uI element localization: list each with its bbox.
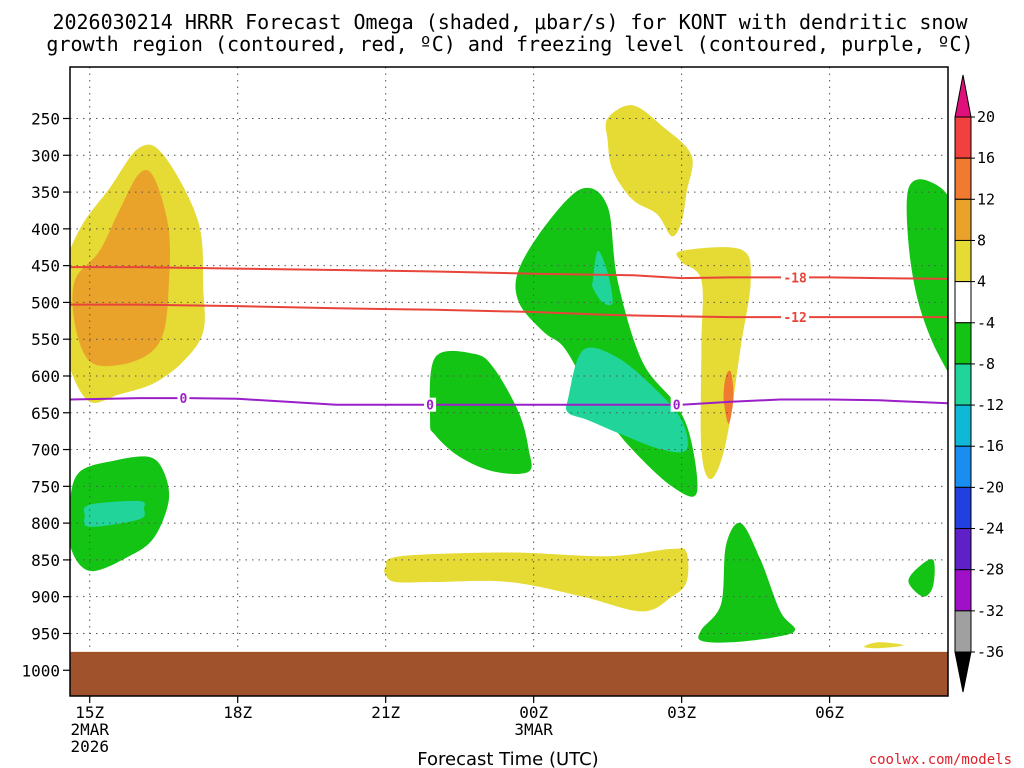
ground-fill: [70, 651, 948, 696]
omega-region-g: [591, 250, 613, 306]
y-tick-label: 1000: [21, 661, 60, 680]
colorbar-label: -12: [977, 396, 1004, 414]
colorbar-label: 8: [977, 231, 986, 249]
x-tick-label: 2MAR: [70, 720, 109, 739]
colorbar-bottom-arrow: [954, 651, 972, 693]
y-tick-label: 750: [31, 477, 60, 496]
chart-title-line2: growth region (contoured, red, ºC) and f…: [46, 32, 973, 56]
contour-label-bg: [424, 397, 437, 412]
omega-region-o: [908, 559, 935, 597]
y-tick-label: 450: [31, 257, 60, 276]
x-tick-label: 3MAR: [514, 720, 553, 739]
colorbar-bin: [954, 322, 972, 365]
y-tick-label: 400: [31, 220, 60, 239]
colorbar-label: -8: [977, 355, 995, 373]
colorbar-label: 12: [977, 190, 995, 208]
y-tick-label: 700: [31, 441, 60, 460]
omega-regions: [70, 105, 948, 649]
colorbar-bin: [954, 239, 972, 283]
x-tick-label: 21Z: [371, 703, 400, 722]
y-tick-label: 550: [31, 330, 60, 349]
y-tick-label: 950: [31, 624, 60, 643]
x-tick-label: 15Z: [75, 703, 104, 722]
omega-region-l: [906, 179, 948, 372]
y-tick-label: 650: [31, 404, 60, 423]
y-tick-label: 800: [31, 514, 60, 533]
colorbar-top-arrow: [954, 74, 972, 118]
colorbar-bin: [954, 116, 972, 159]
omega-region-n: [698, 522, 796, 643]
colorbar-bin: [954, 198, 972, 241]
contour-labels: -18 -12 0 0 0: [177, 270, 810, 414]
y-tick-label: 300: [31, 146, 60, 165]
colorbar-bin: [954, 157, 972, 200]
colorbar-label: -24: [977, 520, 1004, 538]
plot-frame: [69, 66, 949, 697]
dgz-contour-label: -18: [783, 271, 807, 286]
x-tick-label: 06Z: [815, 703, 844, 722]
freezing-level-contour: [70, 397, 948, 406]
colorbar-label: 20: [977, 108, 995, 126]
y-tick-label: 900: [31, 588, 60, 607]
colorbar-bin: [954, 363, 972, 406]
dgz-contour-label: -12: [783, 311, 806, 326]
omega-region-k: [723, 370, 734, 424]
colorbar-bin: [954, 610, 972, 653]
contour-label-bg: [781, 310, 810, 325]
colorbar-bin: [954, 569, 972, 612]
contour-label-bg: [670, 397, 683, 412]
credit-text: coolwx.com/models: [869, 752, 1012, 768]
freezing-level-label: 0: [673, 399, 681, 414]
dgz-contour--12: [70, 303, 948, 319]
contour-label-bg: [781, 270, 810, 285]
ground-layer: [70, 651, 948, 696]
y-axis: 250 300 350 400 450 500 550 600 650 700 750 800 850 9…: [21, 109, 70, 680]
colorbar-label: -32: [977, 602, 1004, 620]
colorbar-bin: [954, 404, 972, 447]
y-tick-label: 350: [31, 183, 60, 202]
omega-region-j: [676, 247, 751, 480]
contour-lines: [70, 266, 948, 406]
y-tick-label: 250: [31, 109, 60, 128]
colorbar-label: -36: [977, 643, 1004, 661]
colorbar-label: 16: [977, 149, 995, 167]
freezing-level-label: 0: [426, 399, 434, 414]
colorbar-label: -16: [977, 437, 1004, 455]
omega-region-p: [864, 642, 904, 649]
colorbar-bin: [954, 281, 972, 324]
colorbar-label: -4: [977, 314, 995, 332]
omega-region-m: [384, 548, 689, 612]
x-tick-label: 18Z: [223, 703, 252, 722]
colorbar-label: -28: [977, 561, 1004, 579]
x-axis-title: Forecast Time (UTC): [417, 749, 598, 768]
y-tick-label: 850: [31, 551, 60, 570]
omega-region-e: [605, 105, 693, 237]
x-tick-label: 03Z: [667, 703, 696, 722]
omega-region-h: [566, 347, 688, 453]
y-tick-label: 500: [31, 293, 60, 312]
colorbar-bin: [954, 445, 972, 488]
colorbar-bin: [954, 528, 972, 571]
colorbar-bin: [954, 486, 972, 530]
dgz-contour--18: [70, 266, 948, 280]
colorbar: 20 16 12 8 4 -4 -8 -12 -16 -20 -24 -28 -32 -36: [954, 74, 1004, 693]
freezing-level-label: 0: [180, 392, 188, 407]
colorbar-label: 4: [977, 273, 986, 291]
chart-title-line1: 2026030214 HRRR Forecast Omega (shaded, …: [52, 10, 968, 34]
omega-region-d: [83, 500, 145, 527]
x-tick-label: 00Z: [519, 703, 548, 722]
x-tick-label: 2026: [70, 737, 109, 756]
contour-label-bg: [177, 391, 190, 406]
colorbar-label: -20: [977, 478, 1004, 496]
y-tick-label: 600: [31, 367, 60, 386]
